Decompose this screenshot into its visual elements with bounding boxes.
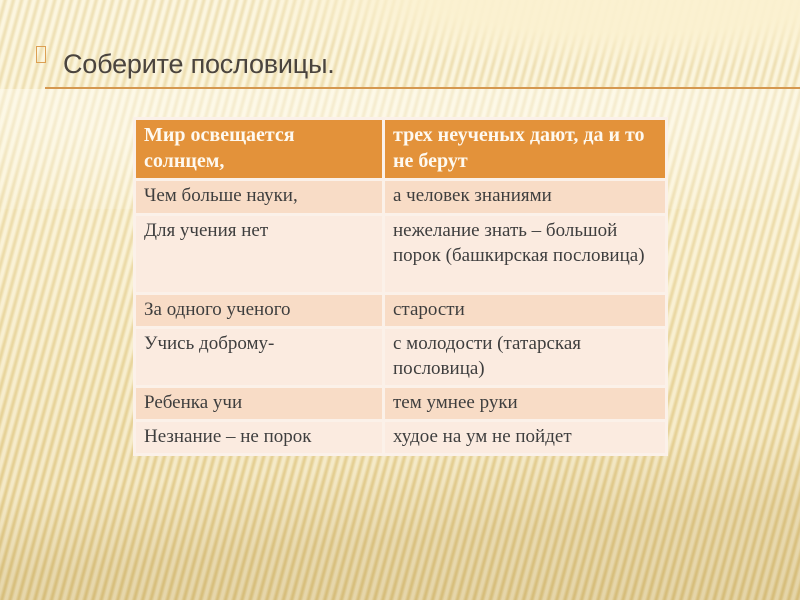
- table-row: Ребенка учи тем умнее руки: [136, 388, 665, 420]
- table-cell: худое на ум не пойдет: [385, 422, 665, 454]
- table-row: Чем больше науки, а человек знаниями: [136, 181, 665, 213]
- table-cell: Для учения нет: [136, 216, 382, 292]
- table-header-row: Мир освещается солнцем, трех неученых да…: [136, 120, 665, 178]
- table-row: Учись доброму- с молодости (татарская по…: [136, 329, 665, 386]
- table-cell: Незнание – не порок: [136, 422, 382, 454]
- table-cell: Чем больше науки,: [136, 181, 382, 213]
- table-row: Для учения нет нежелание знать – большой…: [136, 216, 665, 292]
- table-row: Незнание – не порок худое на ум не пойде…: [136, 422, 665, 454]
- table-row: За одного ученого старости: [136, 295, 665, 327]
- bullet-square-icon: [36, 46, 46, 63]
- proverbs-table: Мир освещается солнцем, трех неученых да…: [133, 117, 668, 457]
- table-cell: тем умнее руки: [385, 388, 665, 420]
- title-underline: [45, 87, 800, 89]
- table-cell: с молодости (татарская пословица): [385, 329, 665, 386]
- table-header-cell: Мир освещается солнцем,: [136, 120, 382, 178]
- table-header-cell: трех неученых дают, да и то не берут: [385, 120, 665, 178]
- table-cell: а человек знаниями: [385, 181, 665, 213]
- table-cell: Учись доброму-: [136, 329, 382, 386]
- table-cell: нежелание знать – большой порок (башкирс…: [385, 216, 665, 292]
- table-cell: старости: [385, 295, 665, 327]
- slide-title: Соберите пословицы.: [63, 49, 335, 80]
- table-cell: За одного ученого: [136, 295, 382, 327]
- table-cell: Ребенка учи: [136, 388, 382, 420]
